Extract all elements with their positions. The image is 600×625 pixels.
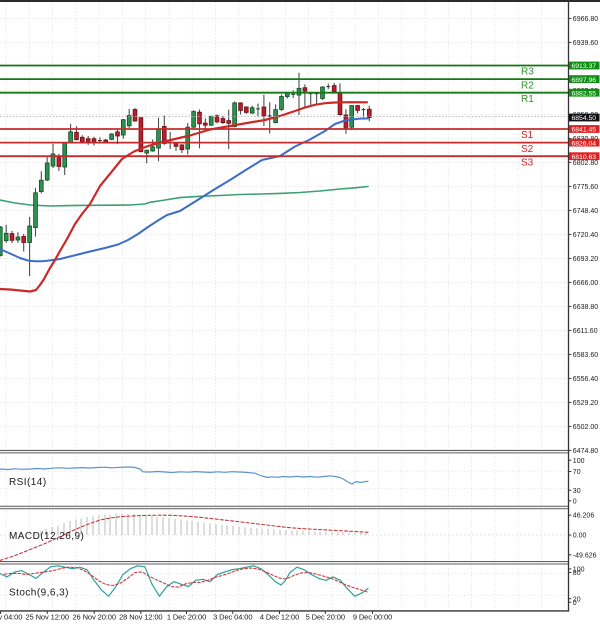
svg-text:6611.60: 6611.60: [573, 328, 598, 335]
svg-text:6802.80: 6802.80: [573, 160, 598, 167]
svg-text:S1: S1: [521, 130, 534, 141]
svg-text:6939.60: 6939.60: [573, 40, 598, 47]
svg-text:0.00: 0.00: [573, 533, 587, 540]
svg-text:R2: R2: [521, 80, 534, 91]
svg-text:100: 100: [573, 567, 585, 574]
svg-text:6583.60: 6583.60: [573, 352, 598, 359]
svg-text:6502.00: 6502.00: [573, 424, 598, 431]
svg-text:100: 100: [573, 458, 585, 465]
svg-text:6913.37: 6913.37: [572, 63, 597, 70]
svg-text:0: 0: [573, 498, 577, 505]
svg-text:6748.40: 6748.40: [573, 208, 598, 215]
svg-text:6882.55: 6882.55: [572, 90, 597, 97]
svg-text:6693.20: 6693.20: [573, 256, 598, 263]
svg-text:26 Nov 20:00: 26 Nov 20:00: [72, 613, 115, 622]
svg-text:46.206: 46.206: [573, 513, 595, 520]
svg-text:80: 80: [573, 570, 581, 577]
svg-text:6775.60: 6775.60: [573, 184, 598, 191]
svg-text:MACD(12,26,9): MACD(12,26,9): [9, 531, 84, 542]
svg-text:3 Dec 04:00: 3 Dec 04:00: [213, 613, 252, 622]
svg-text:R1: R1: [521, 94, 534, 105]
svg-text:S3: S3: [521, 157, 534, 168]
svg-text:Stoch(9,6,3): Stoch(9,6,3): [9, 588, 69, 599]
svg-text:0: 0: [573, 600, 577, 607]
svg-text:24 Nov 04:00: 24 Nov 04:00: [0, 613, 22, 622]
svg-text:6666.00: 6666.00: [573, 280, 598, 287]
svg-text:6810.63: 6810.63: [572, 154, 597, 161]
svg-text:20: 20: [573, 596, 581, 603]
svg-text:R3: R3: [521, 67, 534, 78]
svg-text:6841.45: 6841.45: [572, 127, 597, 134]
svg-text:6966.80: 6966.80: [573, 16, 598, 23]
svg-text:S2: S2: [521, 144, 534, 155]
svg-text:6720.40: 6720.40: [573, 232, 598, 239]
svg-text:5 Dec 20:00: 5 Dec 20:00: [306, 613, 345, 622]
svg-text:4 Dec 12:00: 4 Dec 12:00: [260, 613, 299, 622]
svg-text:25 Nov 12:00: 25 Nov 12:00: [25, 613, 68, 622]
svg-text:RSI(14): RSI(14): [9, 477, 47, 488]
svg-text:30: 30: [573, 488, 581, 495]
svg-text:-49.626: -49.626: [573, 552, 597, 559]
svg-text:6826.04: 6826.04: [572, 140, 597, 147]
svg-text:70: 70: [573, 469, 581, 476]
svg-text:1 Dec 20:00: 1 Dec 20:00: [167, 613, 206, 622]
svg-text:6854.50: 6854.50: [572, 115, 597, 122]
svg-text:6474.80: 6474.80: [573, 448, 598, 455]
svg-text:6638.80: 6638.80: [573, 304, 598, 311]
svg-text:6529.20: 6529.20: [573, 400, 598, 407]
svg-text:6897.96: 6897.96: [572, 77, 597, 84]
svg-text:9 Dec 00:00: 9 Dec 00:00: [353, 613, 392, 622]
svg-text:28 Nov 12:00: 28 Nov 12:00: [119, 613, 162, 622]
svg-text:6556.40: 6556.40: [573, 376, 598, 383]
